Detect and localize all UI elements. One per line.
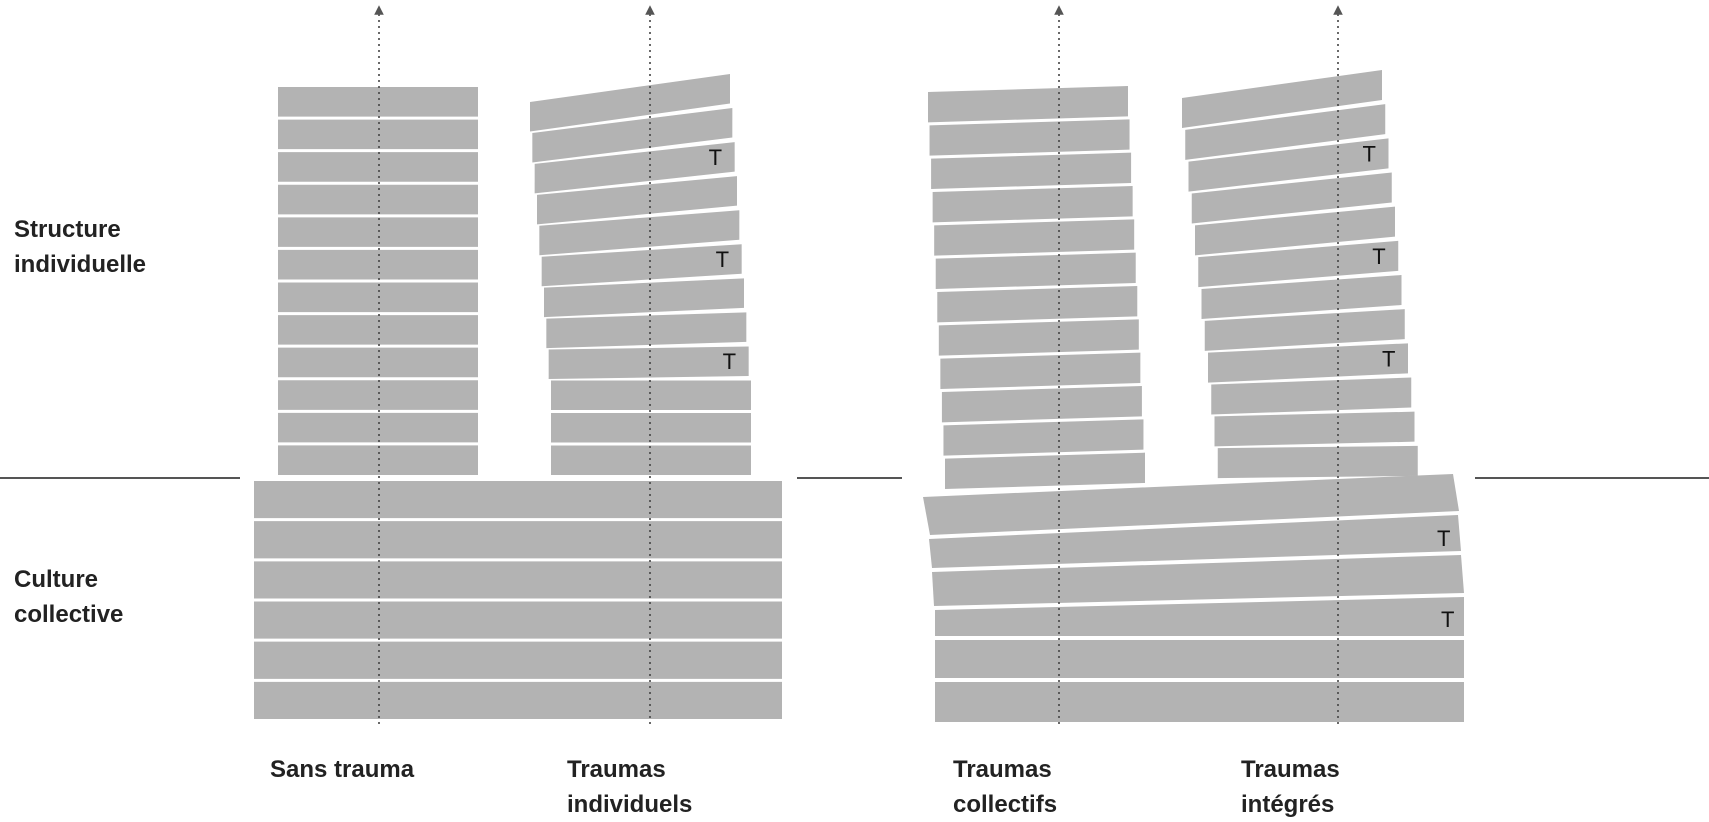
label-structure-individuelle: Structure individuelle (14, 216, 147, 278)
tower-block (541, 244, 742, 287)
foundation-block (254, 641, 782, 679)
tower-block (278, 412, 478, 443)
tower-block (278, 152, 478, 182)
tower-block (532, 108, 733, 163)
tower-block (945, 452, 1145, 489)
trauma-marker: T (1437, 526, 1450, 551)
tower-block (278, 347, 478, 378)
tower-block (534, 142, 735, 194)
tower-block (278, 217, 478, 247)
foundation-block (932, 555, 1464, 606)
tower-block (935, 252, 1136, 289)
tower-block (937, 286, 1138, 323)
tower-block (278, 315, 478, 345)
column-label-traumas-integres: Traumas intégrés (1241, 756, 1340, 818)
trauma-marker: T (716, 247, 729, 272)
tower-block (546, 312, 747, 349)
tower-block (941, 386, 1142, 423)
tower-block (1208, 343, 1408, 383)
foundation-block (935, 640, 1464, 678)
column-label-traumas-individuels: Traumas individuels (567, 756, 693, 818)
tower-block (929, 119, 1130, 156)
foundation-block (935, 682, 1464, 722)
tower-block (1217, 445, 1418, 479)
foundation-block (254, 561, 782, 599)
tower-block (278, 445, 478, 475)
foundation-block (254, 601, 782, 639)
tower-block (544, 278, 744, 318)
foundation-block (929, 515, 1461, 568)
tower-block (539, 210, 740, 256)
trauma-marker: T (723, 349, 736, 374)
tower-block (551, 380, 751, 410)
tower-block (278, 119, 478, 150)
trauma-marker: T (1372, 244, 1385, 269)
tower-block (940, 352, 1141, 389)
tower-block (530, 74, 730, 132)
foundation-block (935, 597, 1464, 636)
column-label-sans-trauma: Sans trauma (270, 756, 415, 783)
tower-block (548, 346, 749, 380)
trauma-marker: T (1363, 141, 1376, 166)
tower-block (1182, 70, 1382, 128)
trauma-marker: T (1441, 607, 1454, 632)
tower-block (1188, 138, 1389, 192)
tower-block (278, 249, 478, 280)
trauma-marker: T (1382, 346, 1395, 371)
tower-block (932, 186, 1133, 223)
tower-block (278, 380, 478, 410)
tower-block (551, 445, 751, 475)
tower-block (278, 184, 478, 215)
tower-block (1204, 309, 1405, 351)
tower-block (934, 219, 1135, 256)
foundation-block (923, 474, 1459, 535)
tower-block (551, 413, 751, 443)
tower-block (1191, 172, 1392, 224)
tower-block (278, 87, 478, 117)
tower-block (1201, 275, 1402, 319)
tower-block (1198, 240, 1399, 288)
foundation-block (254, 681, 782, 719)
tower-block (931, 152, 1132, 189)
tower-block (1195, 206, 1395, 256)
tower-block (943, 419, 1144, 456)
foundation-block (254, 481, 782, 519)
tower-block (928, 86, 1128, 123)
column-label-traumas-collectifs: Traumas collectifs (953, 756, 1058, 818)
tower-block (537, 176, 737, 225)
tower-block (1214, 411, 1415, 447)
label-culture-collective: Culture collective (14, 566, 124, 628)
tower-block (278, 282, 478, 313)
tower-block (938, 319, 1139, 356)
tower-block (1185, 104, 1386, 160)
foundation-block (254, 521, 782, 559)
tower-block (1211, 377, 1412, 415)
trauma-marker: T (709, 145, 722, 170)
